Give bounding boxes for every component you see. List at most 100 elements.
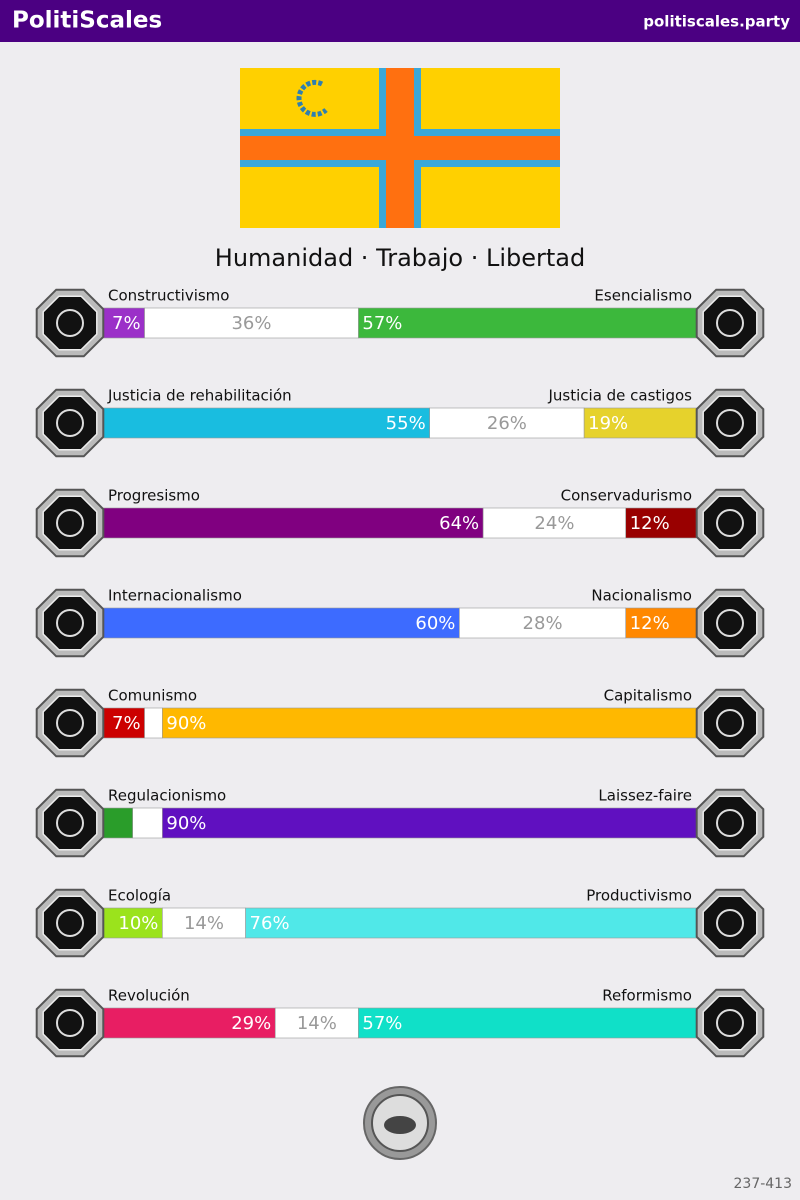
axis-icon — [702, 395, 758, 451]
bar-segment — [358, 307, 698, 339]
bar-segment — [102, 407, 431, 439]
axis-icon — [42, 895, 98, 951]
percent-label: 57% — [362, 313, 402, 334]
bar-segment — [144, 707, 163, 739]
bar-segment — [102, 607, 460, 639]
percent-label: 14% — [297, 1013, 337, 1034]
axis-icon — [42, 795, 98, 851]
bar-segment — [102, 807, 134, 839]
axis-icon-motif — [716, 1009, 744, 1037]
axis-icon — [42, 995, 98, 1051]
bar-segment — [102, 507, 484, 539]
right-label: Conservadurismo — [561, 487, 692, 505]
app-title: PolitiScales — [12, 8, 162, 34]
axis-icon-motif — [56, 309, 84, 337]
percent-label: 19% — [588, 413, 628, 434]
axis-icon-motif — [716, 309, 744, 337]
left-label: Progresismo — [108, 487, 200, 505]
flag — [240, 68, 560, 228]
axis-icon-motif — [56, 909, 84, 937]
bar-segment — [102, 707, 145, 739]
percent-label: 60% — [415, 613, 455, 634]
axis-icon — [42, 595, 98, 651]
bar-segment — [625, 507, 698, 539]
axis-row: Revolución Reformismo 29% 14% 57% — [35, 987, 765, 1058]
axis-icon — [702, 295, 758, 351]
percent-label: 7% — [112, 713, 141, 734]
left-label: Ecología — [108, 887, 171, 905]
axis-icon-motif — [56, 1009, 84, 1037]
right-label: Justicia de castigos — [547, 387, 692, 405]
axis-row: Regulacionismo Laissez-faire 90% — [35, 787, 765, 858]
axis-icon-motif — [716, 909, 744, 937]
bar-segment — [625, 607, 698, 639]
percent-label: 76% — [250, 913, 290, 934]
bar-segment — [429, 407, 585, 439]
right-label: Nacionalismo — [591, 587, 692, 605]
axis-row: Ecología Productivismo 10% 14% 76% — [35, 887, 765, 958]
axis-row: Internacionalismo Nacionalismo 60% 28% 12% — [35, 587, 765, 658]
axis-icon — [42, 695, 98, 751]
axis-icon-motif — [716, 409, 744, 437]
left-label: Comunismo — [108, 687, 197, 705]
axis-icon — [42, 495, 98, 551]
bar-segment — [102, 1007, 276, 1039]
percent-label: 57% — [362, 1013, 402, 1034]
right-label: Productivismo — [586, 887, 692, 905]
percent-label: 29% — [231, 1013, 271, 1034]
bar-segment — [162, 807, 698, 839]
right-label: Capitalismo — [604, 687, 692, 705]
percent-label: 10% — [118, 913, 158, 934]
axis-row: Constructivismo Esencialismo 7% 36% 57% — [35, 287, 765, 358]
axis-icon-motif — [716, 609, 744, 637]
percent-label: 7% — [112, 313, 141, 334]
percent-label: 28% — [523, 613, 563, 634]
axis-icon-motif — [716, 809, 744, 837]
axis-icon-motif — [56, 809, 84, 837]
axis-icon — [42, 295, 98, 351]
bar-segment — [482, 507, 627, 539]
percent-label: 26% — [487, 413, 527, 434]
left-label: Internacionalismo — [108, 587, 242, 605]
axis-icon — [702, 495, 758, 551]
percent-label: 36% — [231, 313, 271, 334]
axis-icon-motif — [56, 509, 84, 537]
right-label: Reformismo — [602, 987, 692, 1005]
bar-segment — [583, 407, 698, 439]
site-link[interactable]: politiscales.party — [643, 13, 790, 31]
header-bar — [0, 0, 800, 42]
bar-segment — [162, 707, 698, 739]
axis-icon — [702, 595, 758, 651]
axis-icon-motif — [56, 709, 84, 737]
axis-icon — [702, 795, 758, 851]
axis-row: Comunismo Capitalismo 7% 90% — [35, 687, 765, 758]
right-label: Esencialismo — [594, 287, 692, 305]
axis-row: Justicia de rehabilitación Justicia de ca… — [35, 387, 765, 458]
percent-label: 64% — [439, 513, 479, 534]
footer-code: 237-413 — [734, 1176, 793, 1192]
bar-segment — [245, 907, 698, 939]
left-label: Constructivismo — [108, 287, 229, 305]
bar-segment — [102, 907, 163, 939]
bar-segment — [162, 907, 246, 939]
axis-icon-motif — [56, 409, 84, 437]
axis-icon — [702, 995, 758, 1051]
axis-icon-motif — [716, 509, 744, 537]
percent-label: 24% — [534, 513, 574, 534]
axis-icon-motif — [56, 609, 84, 637]
axis-icon — [702, 695, 758, 751]
motto: Humanidad · Trabajo · Libertad — [215, 244, 585, 272]
axis-row: Progresismo Conservadurismo 64% 24% 12% — [35, 487, 765, 558]
left-label: Justicia de rehabilitación — [107, 387, 292, 405]
left-label: Revolución — [108, 987, 190, 1005]
right-label: Laissez-faire — [598, 787, 692, 805]
percent-label: 55% — [386, 413, 426, 434]
percent-label: 90% — [166, 813, 206, 834]
left-label: Regulacionismo — [108, 787, 226, 805]
percent-label: 12% — [630, 613, 670, 634]
percent-label: 12% — [630, 513, 670, 534]
percent-label: 14% — [184, 913, 224, 934]
axis-icon — [42, 395, 98, 451]
